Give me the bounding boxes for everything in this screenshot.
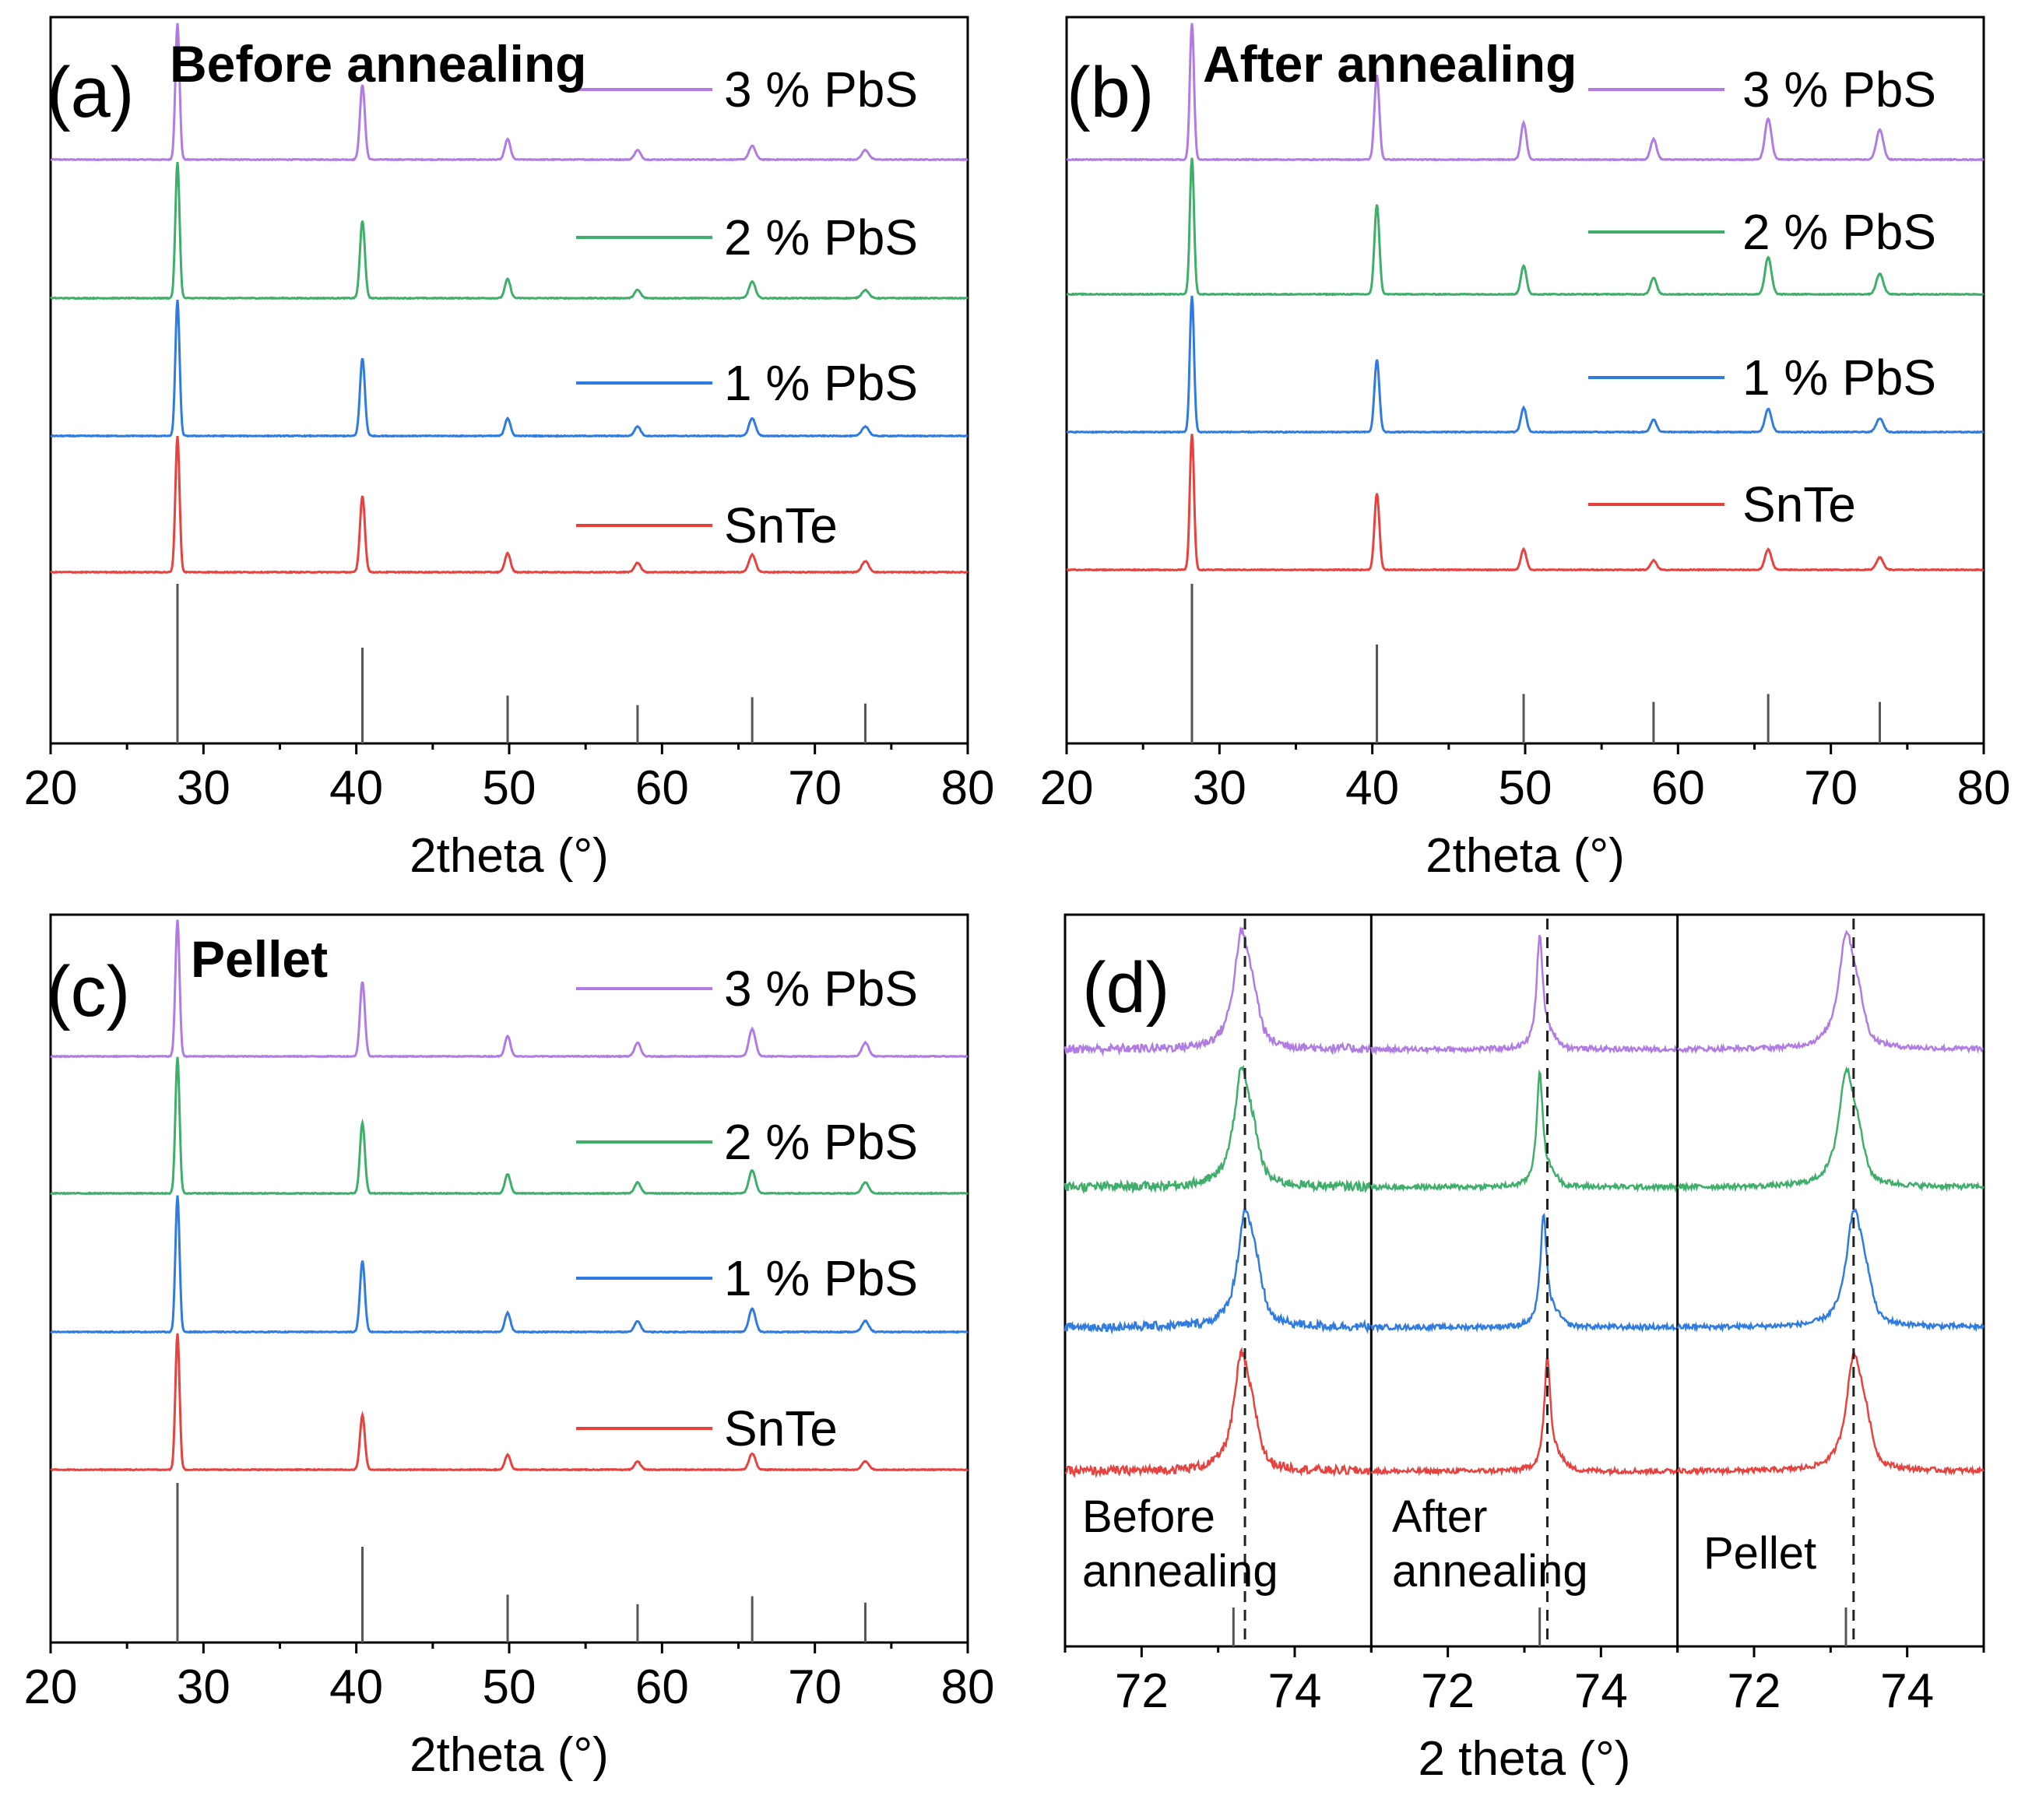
x-tick-label: 74 xyxy=(1880,1664,1934,1718)
series-line-snte xyxy=(1064,1347,1372,1479)
series-line-3-pbs xyxy=(1063,926,1372,1057)
panel-label: (b) xyxy=(1067,53,1154,132)
panel-c: 20 30 40 50 60 70 80 2theta (°) 3 % PbS 2 % PbS 1 … xyxy=(24,913,995,1782)
legend-label: 3 % PbS xyxy=(724,61,918,118)
series-line-snte xyxy=(50,1333,969,1472)
x-tick-label: 40 xyxy=(329,761,383,815)
series-line-1-pbs xyxy=(1676,1207,1985,1333)
x-tick-label: 74 xyxy=(1574,1664,1628,1718)
series-line-2-pbs xyxy=(1066,157,1985,297)
x-axis-label: 2 theta (°) xyxy=(1419,1732,1631,1786)
x-axis-label: 2theta (°) xyxy=(410,1728,609,1782)
legend-label: 2 % PbS xyxy=(724,1114,918,1170)
series-line-1-pbs xyxy=(1063,1205,1372,1335)
series-line-3-pbs xyxy=(1370,934,1679,1056)
x-tick-label: 70 xyxy=(788,761,842,815)
legend-label: 1 % PbS xyxy=(1742,350,1936,406)
x-tick-label: 50 xyxy=(483,1660,536,1714)
series-line-2-pbs xyxy=(49,161,969,300)
legend-label: SnTe xyxy=(724,497,838,553)
subpanel-label: After xyxy=(1392,1491,1488,1542)
legend-label: 3 % PbS xyxy=(1742,61,1936,118)
panel-label: (c) xyxy=(47,952,130,1031)
series-line-1-pbs xyxy=(1370,1213,1678,1333)
series-line-2-pbs xyxy=(1063,1064,1372,1195)
x-tick-label: 60 xyxy=(635,1660,689,1714)
series-line-3-pbs xyxy=(50,23,969,162)
x-axis-label: 2theta (°) xyxy=(410,829,609,883)
panel-b: 20 30 40 50 60 70 80 2theta (°) 3 % PbS 2 % PbS 1 … xyxy=(1040,16,2011,883)
x-tick-label: 40 xyxy=(329,1660,383,1714)
series-line-1-pbs xyxy=(1066,295,1985,434)
series-line-3-pbs xyxy=(50,919,969,1059)
x-tick-label: 30 xyxy=(177,1660,230,1714)
legend-label: 3 % PbS xyxy=(724,961,918,1017)
x-tick-label: 80 xyxy=(1957,761,2011,815)
series-line-snte xyxy=(50,435,969,574)
x-tick-label: 30 xyxy=(1193,761,1246,815)
x-tick-label: 80 xyxy=(941,761,995,815)
subpanel-label: annealing xyxy=(1392,1546,1588,1597)
x-tick-label: 30 xyxy=(177,761,230,815)
legend-label: 1 % PbS xyxy=(724,1250,918,1306)
series-line-2-pbs xyxy=(1370,1069,1679,1193)
series-line-snte xyxy=(1676,1349,1985,1477)
series-line-3-pbs xyxy=(1676,929,1984,1054)
x-tick-label: 60 xyxy=(635,761,689,815)
legend-label: SnTe xyxy=(1742,476,1856,532)
panel-title: Pellet xyxy=(191,930,328,988)
x-tick-label: 50 xyxy=(1499,761,1552,815)
x-tick-label: 60 xyxy=(1651,761,1705,815)
x-tick-label: 80 xyxy=(941,1660,995,1714)
x-tick-label: 72 xyxy=(1421,1664,1475,1718)
series-line-snte xyxy=(1066,434,1985,572)
panel-title: After annealing xyxy=(1203,35,1577,93)
legend-label: 1 % PbS xyxy=(724,355,918,411)
series-line-2-pbs xyxy=(50,1056,969,1196)
x-tick-label: 70 xyxy=(788,1660,842,1714)
x-tick-label: 20 xyxy=(1040,761,1094,815)
x-axis-label: 2theta (°) xyxy=(1426,829,1625,883)
series-line-1-pbs xyxy=(50,299,969,438)
series-line-2-pbs xyxy=(1676,1066,1985,1193)
series-line-1-pbs xyxy=(50,1195,969,1334)
x-tick-label: 20 xyxy=(24,1660,78,1714)
panel-a: 20 30 40 50 60 70 80 2theta (°) 3 % PbS 2 % PbS 1 … xyxy=(24,16,995,883)
x-tick-label: 70 xyxy=(1804,761,1858,815)
subpanel-label: annealing xyxy=(1082,1546,1278,1597)
legend-label: SnTe xyxy=(724,1400,838,1456)
series-line-snte xyxy=(1370,1354,1679,1477)
x-tick-label: 74 xyxy=(1268,1664,1322,1718)
subpanel-label: Pellet xyxy=(1703,1528,1816,1579)
panel-title: Before annealing xyxy=(170,35,586,93)
x-tick-label: 72 xyxy=(1115,1664,1169,1718)
panel-label: (d) xyxy=(1082,948,1169,1028)
x-tick-label: 72 xyxy=(1728,1664,1781,1718)
x-tick-label: 50 xyxy=(483,761,536,815)
legend-label: 2 % PbS xyxy=(1742,204,1936,260)
x-tick-label: 20 xyxy=(24,761,78,815)
panel-label: (a) xyxy=(47,53,134,132)
x-tick-label: 40 xyxy=(1345,761,1399,815)
subpanel-label: Before xyxy=(1082,1491,1215,1542)
legend-label: 2 % PbS xyxy=(724,209,918,265)
series-line-3-pbs xyxy=(1066,23,1985,162)
